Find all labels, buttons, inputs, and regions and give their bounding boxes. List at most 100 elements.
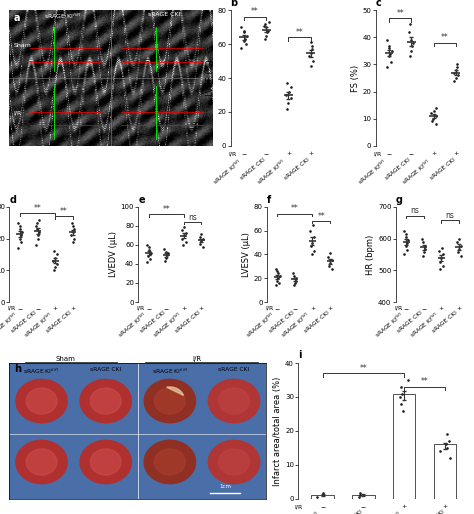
Text: sRAGE KI$^{fl/fl}$: sRAGE KI$^{fl/fl}$ (0, 309, 20, 340)
Point (240, 27, 248, 35)
Polygon shape (155, 449, 185, 475)
Point (196, 233, 203, 242)
Point (438, 244, 446, 252)
Text: sRAGE CKI: sRAGE CKI (239, 157, 266, 180)
Point (287, 82, 295, 90)
Text: **: ** (318, 212, 325, 221)
Point (146, 255, 154, 263)
Point (274, 269, 282, 278)
Text: ns: ns (446, 211, 455, 219)
Text: **: ** (60, 207, 68, 216)
Point (406, 20, 414, 28)
Point (419, 252, 427, 260)
Point (308, 250, 315, 259)
Text: −: − (292, 306, 298, 311)
Point (453, 60, 461, 68)
Point (454, 248, 461, 256)
Y-axis label: LVESV (μL): LVESV (μL) (242, 232, 251, 277)
Text: **: ** (296, 28, 303, 36)
Text: +: + (53, 306, 58, 311)
Text: −: − (35, 306, 40, 311)
Text: +: + (431, 151, 436, 156)
Y-axis label: Infarct area/total area (%): Infarct area/total area (%) (273, 376, 282, 486)
Text: sRAGE KI$^{fl/fl}$: sRAGE KI$^{fl/fl}$ (373, 309, 406, 340)
Text: i: i (298, 351, 301, 360)
Text: sRAGE KI$^{fl/fl}$: sRAGE KI$^{fl/fl}$ (24, 367, 60, 376)
Text: +: + (453, 151, 458, 156)
Point (163, 254, 170, 262)
Point (405, 28, 412, 36)
Point (327, 259, 334, 267)
Text: sRAGE KI$^{fl/fl}$: sRAGE KI$^{fl/fl}$ (255, 157, 289, 187)
Text: I/R: I/R (14, 111, 22, 116)
Point (200, 235, 207, 243)
Text: −: − (320, 504, 325, 509)
Point (198, 230, 205, 238)
Text: +: + (286, 151, 291, 156)
Point (383, 63, 391, 71)
Point (180, 231, 187, 240)
Point (450, 77, 458, 85)
Text: −: − (386, 151, 392, 156)
Text: sRAGE CKI: sRAGE CKI (148, 12, 180, 16)
Point (145, 252, 152, 261)
Point (18, 228, 26, 236)
Point (264, 27, 272, 35)
Text: −: − (146, 306, 151, 311)
Point (50, 266, 57, 274)
Text: sRAGE KI$^{fl/fl}$: sRAGE KI$^{fl/fl}$ (371, 509, 404, 514)
Point (287, 94, 295, 102)
Point (18, 237, 25, 246)
Point (305, 52, 312, 60)
Point (49, 256, 57, 265)
Point (283, 79, 291, 87)
Point (435, 247, 443, 255)
Point (69, 228, 76, 236)
Point (405, 236, 412, 244)
Point (314, 493, 321, 501)
Text: **: ** (34, 204, 41, 213)
Point (35, 231, 42, 240)
Point (272, 281, 279, 289)
Point (307, 227, 314, 235)
Point (182, 238, 190, 246)
Point (356, 489, 364, 498)
Point (272, 265, 279, 273)
Point (397, 383, 404, 391)
Text: sRAGE KI$^{fl/fl}$: sRAGE KI$^{fl/fl}$ (408, 309, 441, 340)
Point (240, 36, 247, 45)
Point (386, 49, 394, 58)
Point (307, 39, 314, 47)
Text: sRAGE KI$^{fl/fl}$: sRAGE KI$^{fl/fl}$ (279, 309, 312, 340)
Point (243, 31, 250, 40)
Point (146, 250, 154, 259)
Point (196, 240, 204, 248)
Point (406, 52, 414, 61)
Point (409, 42, 416, 50)
Point (401, 227, 408, 235)
Point (457, 252, 465, 260)
Point (161, 257, 169, 265)
Point (319, 489, 327, 498)
Point (310, 232, 318, 241)
Point (432, 104, 440, 112)
Polygon shape (26, 449, 57, 475)
Y-axis label: FS (%): FS (%) (351, 64, 360, 91)
Point (428, 117, 436, 125)
Point (33, 218, 40, 227)
Point (356, 493, 363, 501)
Text: **: ** (441, 33, 448, 42)
Point (325, 253, 332, 261)
Point (396, 393, 403, 401)
Text: f: f (267, 195, 271, 205)
Point (455, 71, 462, 80)
Point (398, 399, 405, 408)
Text: I/R: I/R (192, 356, 201, 362)
Text: **: ** (396, 9, 404, 17)
Point (443, 444, 451, 452)
Point (273, 267, 281, 275)
Point (388, 47, 396, 55)
Point (420, 248, 428, 256)
Bar (311, 495, 334, 499)
Point (437, 253, 445, 262)
